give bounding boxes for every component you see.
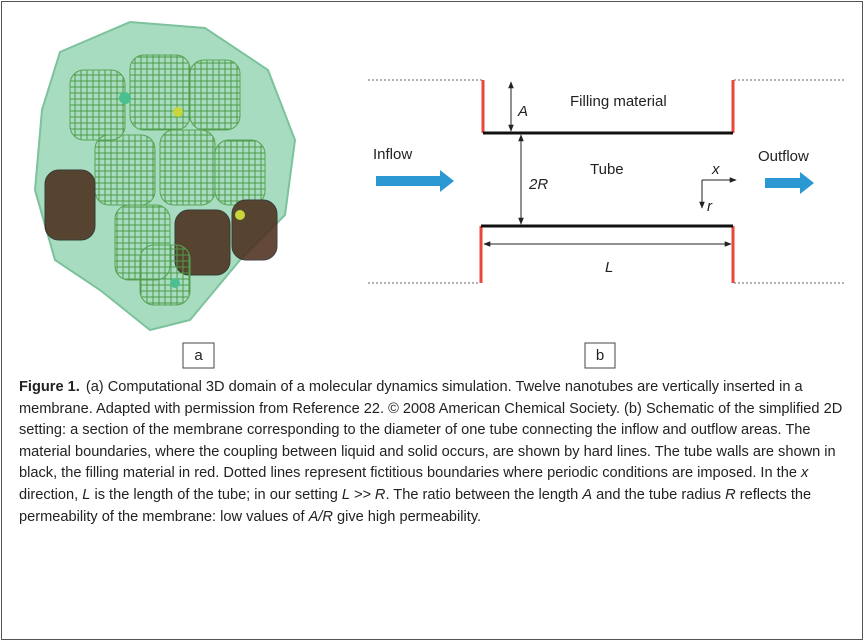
caption-text: (a) Computational 3D domain of a molecul… xyxy=(19,379,842,481)
dim-label: L xyxy=(605,259,613,276)
flow-label: Outflow xyxy=(758,148,809,165)
region-label: Filling material xyxy=(570,93,667,110)
schematic xyxy=(368,80,845,283)
caption-text: . The ratio between the length xyxy=(385,487,582,503)
figure: a A Filling material Inflow 2R Tube x Ou… xyxy=(0,0,866,370)
simulation-render xyxy=(35,22,295,330)
caption-italic: L >> R xyxy=(342,487,386,503)
caption-label: Figure 1. xyxy=(19,379,80,395)
caption-text: direction, xyxy=(19,487,82,503)
region-label: Tube xyxy=(590,161,624,178)
axis-label: r xyxy=(707,198,713,215)
caption-italic: R xyxy=(725,487,736,503)
axis-label: x xyxy=(711,161,720,178)
flow-label: Inflow xyxy=(373,146,412,163)
caption: Figure 1.(a) Computational 3D domain of … xyxy=(19,377,849,528)
caption-text: is the length of the tube; in our settin… xyxy=(90,487,342,503)
dim-label: 2R xyxy=(528,176,548,193)
caption-italic: A/R xyxy=(309,509,333,525)
caption-italic: x xyxy=(801,465,808,481)
caption-italic: A xyxy=(582,487,592,503)
panel-label: a xyxy=(194,347,203,364)
dim-label: A xyxy=(517,103,528,120)
caption-text: and the tube radius xyxy=(592,487,725,503)
panel-label: b xyxy=(596,347,604,364)
caption-text: give high permeability. xyxy=(333,509,481,525)
